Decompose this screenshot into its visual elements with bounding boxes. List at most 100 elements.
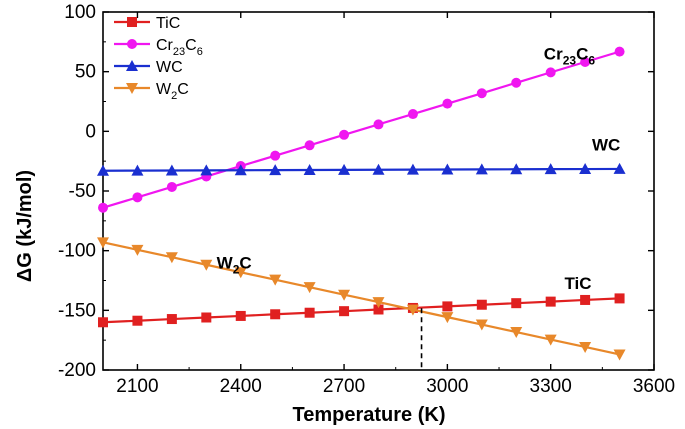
series-line [102, 50, 620, 209]
series-line [102, 167, 620, 172]
data-point [234, 164, 247, 176]
legend-marker [127, 17, 137, 27]
data-point [545, 296, 556, 307]
data-point [201, 312, 212, 323]
data-point [132, 315, 143, 326]
data-point [475, 319, 488, 331]
x-axis-title: Temperature (K) [293, 404, 446, 426]
x-tick-label: 2700 [323, 376, 365, 397]
data-point [614, 46, 625, 57]
x-tick-label: 3600 [633, 376, 675, 397]
data-point [442, 98, 453, 109]
data-point [270, 309, 281, 320]
data-point [579, 341, 592, 353]
legend-marker [126, 83, 138, 94]
data-point [132, 192, 143, 203]
data-point [613, 349, 626, 361]
data-point [339, 129, 350, 140]
series-w2c [97, 237, 626, 361]
legend-label: TiC [156, 15, 180, 32]
data-point [269, 164, 282, 176]
data-point [373, 119, 384, 130]
data-point [544, 163, 557, 175]
data-point [165, 252, 178, 264]
data-point [511, 77, 522, 88]
y-tick-label: 100 [64, 2, 96, 23]
x-tick-label: 3000 [426, 376, 468, 397]
data-point [545, 67, 556, 78]
data-point [475, 163, 488, 175]
data-point [131, 164, 144, 176]
data-point [97, 237, 109, 249]
y-axis-title: ΔG (kJ/mol) [14, 170, 36, 282]
legend-label: Cr23C6 [156, 37, 203, 58]
data-point [338, 289, 351, 301]
x-tick-label: 2400 [220, 376, 262, 397]
legend-item-wc: WC [114, 59, 183, 76]
series-cr23c6 [98, 46, 625, 213]
x-tick-label: 2100 [116, 376, 158, 397]
annotation-wc: WC [592, 135, 620, 154]
data-point [510, 163, 523, 175]
data-point [372, 297, 385, 309]
data-point [580, 294, 591, 305]
data-point [131, 244, 144, 256]
data-point [200, 259, 213, 271]
y-tick-label: -100 [58, 241, 96, 262]
data-point [580, 57, 591, 68]
data-point [339, 306, 350, 317]
data-point [98, 202, 108, 213]
data-point [235, 310, 246, 321]
data-point [304, 307, 315, 318]
data-point [614, 293, 625, 304]
y-tick-label: 0 [85, 121, 96, 142]
x-tick-label: 3300 [530, 376, 572, 397]
y-tick-label: -50 [69, 181, 96, 202]
data-point [442, 301, 453, 312]
data-point [166, 181, 177, 192]
series-line [102, 297, 620, 324]
legend-marker [127, 39, 137, 49]
data-point [511, 298, 522, 309]
data-point [303, 282, 316, 294]
data-point [304, 140, 315, 151]
data-point [441, 312, 454, 324]
data-point [98, 317, 108, 328]
series-tic [98, 293, 625, 328]
data-point [406, 304, 419, 316]
data-point [303, 163, 316, 175]
plot-area: 100 50 0 -50 -100 -150 -200 2100 2400 2700 3000 330… [58, 2, 675, 397]
annotation-tic: TiC [564, 274, 591, 293]
y-tick-label: -200 [58, 360, 96, 381]
annotation-w2c: W2C [217, 254, 252, 277]
y-tick-label: 50 [75, 62, 96, 83]
data-point [372, 163, 385, 175]
legend-item-w2c: W2C [114, 81, 189, 102]
legend-label: W2C [156, 81, 189, 102]
legend-marker [126, 60, 138, 71]
data-point [373, 304, 384, 315]
series-line [102, 241, 620, 356]
series-wc [97, 162, 626, 176]
legend-item-cr23c6: Cr23C6 [114, 37, 203, 58]
data-point [269, 274, 282, 286]
data-point [166, 314, 177, 325]
annotation-cr23c6: Cr23C6 [544, 45, 596, 68]
y-tick-label: -150 [58, 300, 96, 321]
data-point [476, 88, 487, 99]
data-point [441, 163, 454, 175]
data-point [234, 267, 247, 279]
legend-label: WC [156, 59, 183, 76]
data-point [579, 163, 592, 175]
data-point [476, 299, 487, 310]
data-point [270, 150, 281, 161]
data-point [510, 327, 523, 339]
data-point [338, 163, 351, 175]
data-point [544, 334, 557, 346]
data-point [406, 163, 419, 175]
data-point [97, 164, 109, 176]
legend-item-tic: TiC [114, 15, 180, 32]
data-point [407, 109, 418, 120]
